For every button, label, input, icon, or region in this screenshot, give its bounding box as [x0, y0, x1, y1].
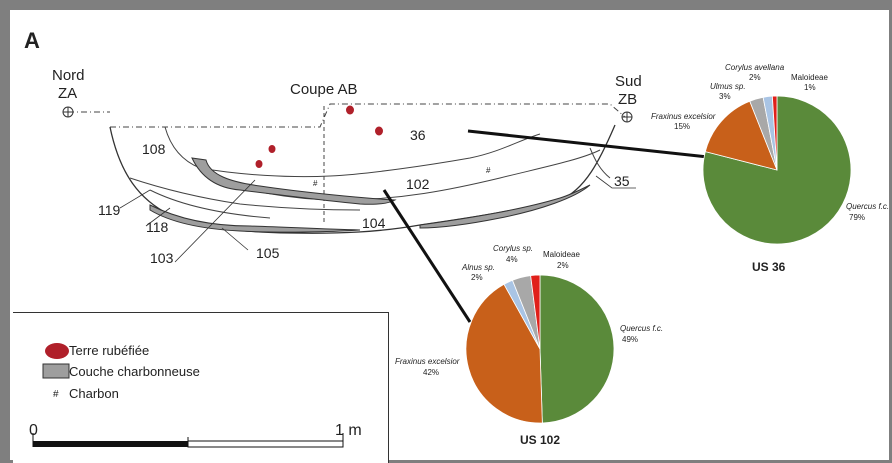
- pie1-label-fraxinus: Fraxinus excelsior: [651, 112, 716, 121]
- legend-label-charcoal: Charbon: [69, 386, 119, 401]
- burnt-earth-spot: [375, 126, 383, 136]
- pie2-label-fraxinus: Fraxinus excelsior: [395, 357, 460, 366]
- leader-35: [595, 175, 636, 189]
- pie-slice-maloideae: [771, 95, 778, 171]
- pie-slice-fraxinus-excelsior: [704, 100, 778, 171]
- legend-label-burnt-earth: Terre rubéfiée: [69, 343, 150, 358]
- datum-south-marker: [621, 111, 633, 123]
- pie-chart-us102: [465, 274, 615, 424]
- layer-label-118: 118: [146, 219, 169, 235]
- pie1-label-ulmus: Ulmus sp.: [710, 82, 746, 91]
- charcoal-layer-105: [149, 204, 361, 233]
- layer-label-35: 35: [614, 173, 630, 189]
- scale-start-label: 0: [29, 422, 38, 439]
- pie2-label-alnus: Alnus sp.: [461, 263, 495, 272]
- scale-end-label: 1 m: [335, 422, 362, 439]
- pie2-label-maloideae: Maloideae: [543, 250, 580, 259]
- layer-label-104: 104: [362, 215, 386, 231]
- layer-label-102: 102: [406, 176, 430, 192]
- pie2-pct-fraxinus: 42%: [423, 368, 439, 377]
- leader-119: [119, 189, 151, 209]
- pie2-title: US 102: [520, 433, 560, 447]
- pie2-pct-corylus: 4%: [506, 255, 518, 264]
- connector-us36: [467, 129, 709, 159]
- pie2-pct-quercus: 49%: [622, 335, 638, 344]
- pie1-pct-fraxinus: 15%: [674, 122, 690, 131]
- south-code: ZB: [618, 91, 637, 108]
- scale-bar-black: [33, 441, 188, 447]
- pie2-pct-alnus: 2%: [471, 273, 483, 282]
- pie2-label-quercus: Quercus f.c.: [620, 324, 663, 333]
- pie2-label-corylus: Corylus sp.: [493, 244, 533, 253]
- datum-north-marker: [62, 106, 74, 118]
- burnt-earth-spot: [268, 145, 276, 153]
- pie-slice-maloideae: [530, 274, 541, 350]
- legend-swatch-charcoal-layer: [42, 363, 70, 379]
- pie1-pct-corylus: 2%: [749, 73, 761, 82]
- legend-swatch-burnt-earth: [45, 343, 69, 359]
- leader-118: [145, 207, 171, 227]
- north-code: ZA: [58, 85, 77, 102]
- pie1-title: US 36: [752, 260, 786, 274]
- legend-graphics: # 0 1 m: [29, 343, 362, 448]
- leader-105: [221, 227, 249, 251]
- charcoal-layer-103: [191, 157, 397, 205]
- legend: # 0 1 m Terre rubéfiée Couche charbonneu…: [13, 312, 389, 463]
- leader-103: [174, 179, 256, 263]
- boundary-119: [149, 189, 271, 219]
- pie1-pct-quercus: 79%: [849, 213, 865, 222]
- pie1-pct-ulmus: 3%: [719, 92, 731, 101]
- charcoal-mark: #: [486, 166, 491, 175]
- boundary-118: [129, 177, 361, 211]
- charcoal-mark: #: [313, 179, 318, 188]
- ground-line: [68, 103, 626, 128]
- legend-label-charcoal-layer: Couche charbonneuse: [69, 364, 200, 379]
- boundary-35: [589, 147, 611, 179]
- south-label: Sud: [615, 73, 642, 90]
- pie-slice-quercus-f-c: [539, 274, 615, 424]
- layer-label-119: 119: [98, 202, 121, 218]
- charcoal-layer-104: [419, 184, 591, 229]
- pie1-label-quercus: Quercus f.c.: [846, 202, 889, 211]
- connector-us102: [382, 189, 472, 323]
- burnt-earth-spot: [346, 105, 354, 115]
- layer-label-36: 36: [410, 127, 426, 143]
- panel-letter: A: [24, 28, 40, 53]
- pie-chart-us36: [702, 95, 852, 245]
- layer-label-108: 108: [142, 141, 166, 157]
- section-title: Coupe AB: [290, 81, 358, 98]
- pie1-pct-maloideae: 1%: [804, 83, 816, 92]
- layer-label-105: 105: [256, 245, 280, 261]
- layer-label-103: 103: [150, 250, 174, 266]
- pie2-pct-maloideae: 2%: [557, 261, 569, 270]
- scale-bar-white: [187, 440, 344, 448]
- pie1-label-maloideae: Maloideae: [791, 73, 828, 82]
- burnt-earth-spot: [255, 160, 263, 168]
- pie1-label-corylus: Corylus avellana: [725, 63, 785, 72]
- legend-charcoal-symbol: #: [53, 389, 59, 400]
- boundary-36: [164, 126, 541, 178]
- north-label: Nord: [52, 67, 85, 84]
